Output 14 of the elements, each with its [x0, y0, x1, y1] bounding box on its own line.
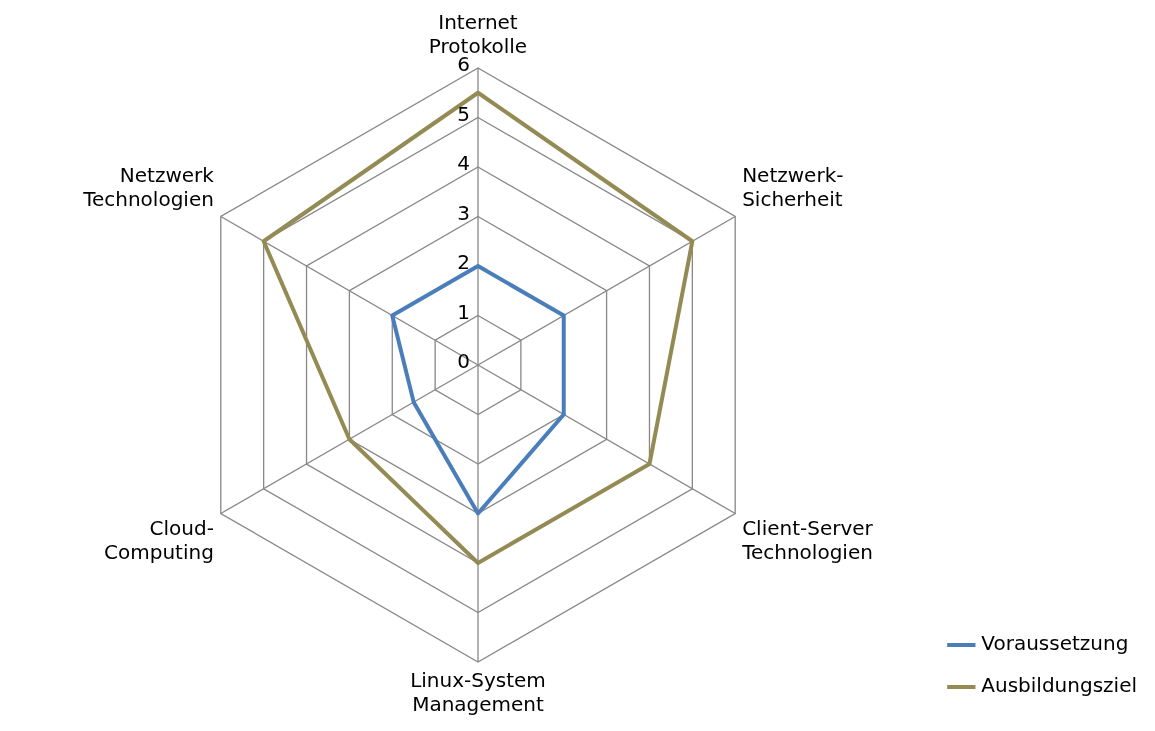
y-tick-label: 6	[457, 52, 470, 77]
spoke-label: Linux-System Management	[410, 668, 546, 717]
y-tick-label: 3	[457, 200, 470, 225]
spoke-label: Cloud-Computing	[104, 515, 214, 564]
y-tick-label: 2	[457, 250, 470, 275]
legend-label: Voraussetzung	[981, 631, 1129, 656]
legend-label: Ausbildungsziel	[981, 673, 1138, 698]
y-tick-label: 4	[457, 151, 470, 176]
y-tick-label: 5	[457, 101, 470, 126]
y-tick-label: 1	[457, 299, 470, 324]
spoke-label: Netzwerk Technologien	[82, 162, 215, 211]
spoke-label: Client-Server Technologien	[741, 515, 874, 564]
y-tick-label: 0	[457, 349, 470, 374]
spoke-label: Netzwerk-Sicherheit	[742, 162, 844, 211]
